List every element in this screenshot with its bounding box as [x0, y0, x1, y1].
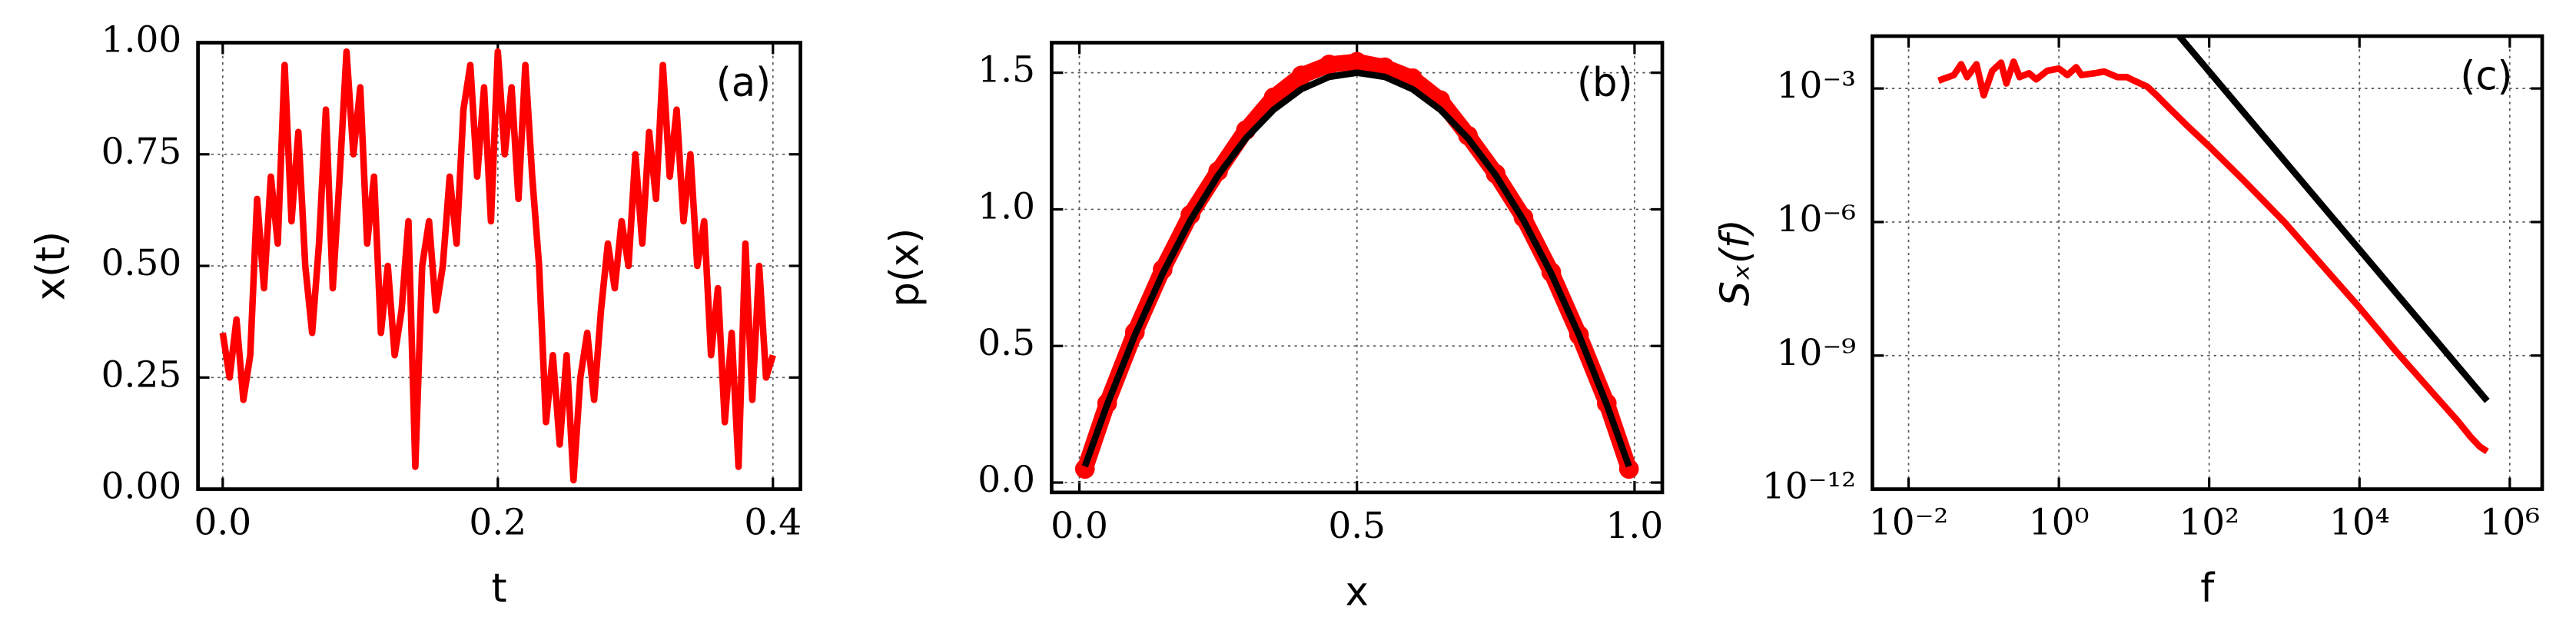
- panel-label: (c): [2460, 54, 2512, 100]
- y-tick-label: 0.75: [101, 131, 182, 173]
- x-tick-label: 10⁰: [2029, 502, 2090, 544]
- x-axis-label: t: [492, 566, 507, 612]
- series-line: [1937, 58, 2489, 455]
- x-tick-label: 0.5: [1328, 505, 1386, 547]
- point: [1618, 459, 1639, 479]
- y-tick-label: 0.0: [978, 459, 1035, 501]
- x-tick-label: 1.0: [1606, 505, 1664, 547]
- y-tick-label: 0.00: [101, 466, 182, 508]
- x-axis-label: x: [1346, 569, 1369, 615]
- series-group: [1074, 51, 1639, 479]
- y-tick-label: 1.5: [978, 49, 1035, 91]
- series-group: [1937, 35, 2490, 455]
- y-axis-label: Sₓ(f): [1712, 219, 1758, 306]
- y-tick-label: 0.25: [101, 353, 182, 396]
- axes-frame: [1050, 41, 1665, 495]
- x-axis-label: f: [2200, 566, 2216, 612]
- panel-label: (b): [1577, 60, 1633, 106]
- panel: 0.0 0.5 1.0 0.0 0.5 1.0 1.5 (b) x p(x): [881, 41, 1665, 615]
- x-tick-label: 0.2: [469, 502, 526, 544]
- axes-frame: [196, 41, 802, 491]
- point: [1375, 57, 1395, 78]
- point: [1291, 65, 1312, 86]
- y-axis-label: x(t): [28, 231, 75, 300]
- x-tick-label: 10⁻²: [1869, 502, 1948, 544]
- y-tick-label: 0.5: [978, 322, 1035, 364]
- point: [1319, 55, 1339, 75]
- point: [1346, 51, 1367, 72]
- panel: 10⁻² 10⁰ 10² 10⁴ 10⁶ 10⁻¹² 10⁻⁹ 10⁻⁶ 10⁻³ (c) f Sₓ(…: [1712, 34, 2544, 612]
- panel: 0.0 0.2 0.4 0.00 0.25 0.50 0.75 1.00 (a) t x(t): [28, 19, 802, 612]
- series-group: [219, 48, 776, 484]
- x-tick-label: 0.0: [194, 502, 251, 544]
- y-tick-label: 10⁻⁹: [1777, 332, 1856, 374]
- x-tick-label: 0.0: [1051, 505, 1108, 547]
- y-axis-label: p(x): [881, 228, 928, 307]
- series-line: [1081, 69, 1632, 468]
- point: [1403, 68, 1422, 88]
- series-line: [219, 48, 776, 484]
- panel-label: (a): [716, 60, 771, 106]
- x-tick-label: 10²: [2179, 502, 2239, 544]
- y-tick-label: 1.0: [978, 185, 1035, 227]
- y-tick-label: 10⁻¹²: [1762, 466, 1856, 508]
- x-tick-label: 10⁴: [2329, 502, 2390, 544]
- x-tick-label: 0.4: [744, 502, 802, 544]
- y-tick-label: 10⁻⁶: [1777, 198, 1856, 241]
- y-tick-label: 10⁻³: [1777, 65, 1856, 107]
- series-line: [2176, 35, 2490, 403]
- axes-frame: [1871, 34, 2544, 491]
- y-tick-label: 1.00: [101, 19, 182, 61]
- y-tick-label: 0.50: [101, 242, 182, 284]
- point: [1074, 459, 1095, 479]
- x-tick-label: 10⁶: [2480, 502, 2541, 544]
